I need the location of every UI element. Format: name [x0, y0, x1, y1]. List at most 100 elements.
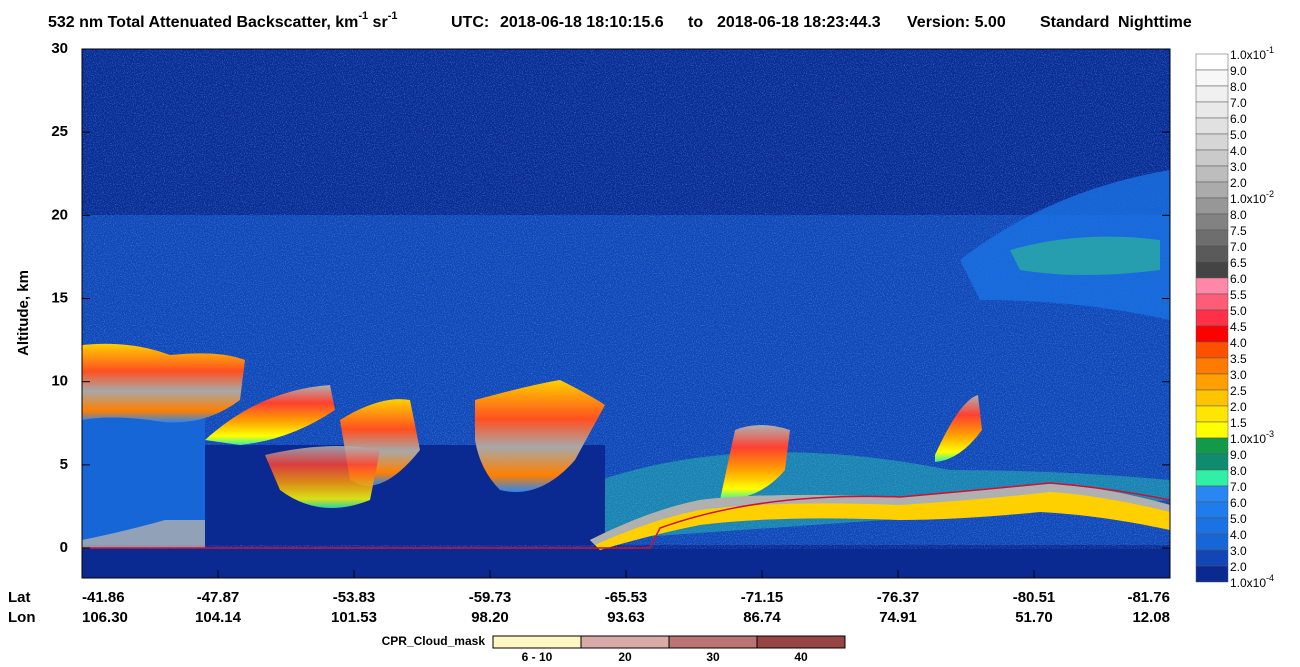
- title-main: 532 nm Total Attenuated Backscatter, km: [48, 14, 358, 31]
- title-version: Version: 5.00: [907, 14, 1006, 31]
- colorbar-label-exp: -3: [1266, 429, 1274, 439]
- colorbar-label: 6.0: [1230, 272, 1247, 286]
- low-cloud: [82, 520, 205, 548]
- title-utc: UTC:: [451, 14, 489, 31]
- colorbar-label-base: 1.0x10: [1230, 432, 1266, 446]
- colorbar-cell: [1195, 549, 1229, 567]
- cloud: [265, 446, 380, 508]
- colorbar-label-exp: -4: [1266, 573, 1274, 583]
- colorbar-label-base: 1.0x10: [1230, 576, 1266, 590]
- x-tick-label: -59.73: [469, 589, 512, 606]
- title: 532 nm Total Attenuated Backscatter, km-…: [48, 10, 397, 31]
- colorbar-label: 2.5: [1230, 384, 1247, 398]
- x-tick-label: -76.37: [877, 589, 920, 606]
- colorbar-label: 8.0: [1230, 464, 1247, 478]
- colorbar-cell: [1195, 405, 1229, 423]
- title-end: 2018-06-18 18:23:44.3: [717, 14, 881, 31]
- curtain: [81, 48, 1171, 579]
- cpr-legend-label: 20: [618, 650, 632, 664]
- colorbar-label: 4.0: [1230, 528, 1247, 542]
- colorbar-cell: [1195, 565, 1229, 583]
- colorbar-cell: [1195, 533, 1229, 551]
- colorbar-cell: [1195, 485, 1229, 503]
- colorbar-cell: [1195, 309, 1229, 327]
- colorbar-cell: [1195, 117, 1229, 135]
- cpr-legend-cell: [492, 635, 582, 649]
- colorbar-label: 1.0x10-2: [1230, 189, 1274, 206]
- colorbar-cell: [1195, 197, 1229, 215]
- cloud: [82, 343, 245, 423]
- colorbar-label: 2.0: [1230, 400, 1247, 414]
- colorbar-label: 2.0: [1230, 560, 1247, 574]
- colorbar-cell: [1195, 165, 1229, 183]
- cpr-legend-title: CPR_Cloud_mask: [382, 634, 486, 648]
- title-unit: sr: [368, 14, 388, 31]
- cpr-legend-label: 40: [794, 650, 808, 664]
- colorbar-cell: [1195, 181, 1229, 199]
- colorbar-cell: [1195, 261, 1229, 279]
- cpr-legend-label: 6 - 10: [522, 650, 553, 664]
- colorbar-label: 5.0: [1230, 304, 1247, 318]
- surface-elevation: [82, 482, 1171, 549]
- cpr-legend-cell: [580, 635, 670, 649]
- y-axis-label: Altitude, km: [15, 270, 32, 356]
- colorbar-label: 6.0: [1230, 112, 1247, 126]
- y-tick-label: 25: [51, 123, 68, 140]
- colorbar-label: 7.0: [1230, 240, 1247, 254]
- colorbar-cell: [1195, 469, 1229, 487]
- colorbar-cell: [1195, 357, 1229, 375]
- colorbar-cell: [1195, 517, 1229, 535]
- colorbar-cell: [1195, 453, 1229, 471]
- colorbar-label-exp: -1: [1266, 45, 1274, 55]
- lat-label: Lat: [8, 589, 31, 606]
- colorbar-label: 4.5: [1230, 320, 1247, 334]
- colorbar-label: 7.5: [1230, 224, 1247, 238]
- colorbar-label: 2.0: [1230, 176, 1247, 190]
- title-to: to: [688, 14, 703, 31]
- y-tick-label: 20: [51, 206, 68, 223]
- surface-top: [590, 483, 1170, 545]
- cloud: [935, 395, 982, 462]
- cloud: [475, 380, 605, 492]
- colorbar-label: 8.0: [1230, 208, 1247, 222]
- colorbar-label: 9.0: [1230, 448, 1247, 462]
- colorbar-label-exp: -2: [1266, 189, 1274, 199]
- colorbar-label: 7.0: [1230, 480, 1247, 494]
- colorbar-label: 3.0: [1230, 368, 1247, 382]
- colorbar-label: 4.0: [1230, 144, 1247, 158]
- colorbar-cell: [1195, 373, 1229, 391]
- colorbar-label: 5.0: [1230, 512, 1247, 526]
- colorbar-cell: [1195, 149, 1229, 167]
- colorbar-cell: [1195, 245, 1229, 263]
- colorbar-label: 3.0: [1230, 160, 1247, 174]
- colorbar-cell: [1195, 101, 1229, 119]
- y-tick-label: 30: [51, 40, 68, 57]
- x-tick-label: -53.83: [333, 589, 376, 606]
- colorbar-label: 8.0: [1230, 80, 1247, 94]
- colorbar-cell: [1195, 325, 1229, 343]
- colorbar-label: 3.0: [1230, 544, 1247, 558]
- x-tick-label: 51.70: [1015, 609, 1053, 626]
- colorbar-label: 5.5: [1230, 288, 1247, 302]
- title-light: Nighttime: [1118, 14, 1192, 31]
- x-tick-label: 104.14: [195, 609, 242, 626]
- colorbar-cell: [1195, 277, 1229, 295]
- cloud: [205, 385, 335, 445]
- y-tick-label: 15: [51, 289, 68, 306]
- title-exp: -1: [358, 10, 368, 22]
- x-tick-label: -41.86: [82, 589, 125, 606]
- y-tick-label: 0: [60, 539, 68, 556]
- colorbar-label: 4.0: [1230, 336, 1247, 350]
- cloud: [720, 425, 790, 500]
- colorbar-label: 7.0: [1230, 96, 1247, 110]
- colorbar-cell: [1195, 501, 1229, 519]
- colorbar-cell: [1195, 229, 1229, 247]
- x-tick-label: 74.91: [879, 609, 917, 626]
- y-tick-label: 5: [60, 456, 68, 473]
- colorbar-label: 1.0x10-4: [1230, 573, 1274, 590]
- colorbar-label: 6.5: [1230, 256, 1247, 270]
- x-tick-label: 106.30: [82, 609, 128, 626]
- x-tick-label: 98.20: [471, 609, 509, 626]
- colorbar-cell: [1195, 421, 1229, 439]
- colorbar-label: 3.5: [1230, 352, 1247, 366]
